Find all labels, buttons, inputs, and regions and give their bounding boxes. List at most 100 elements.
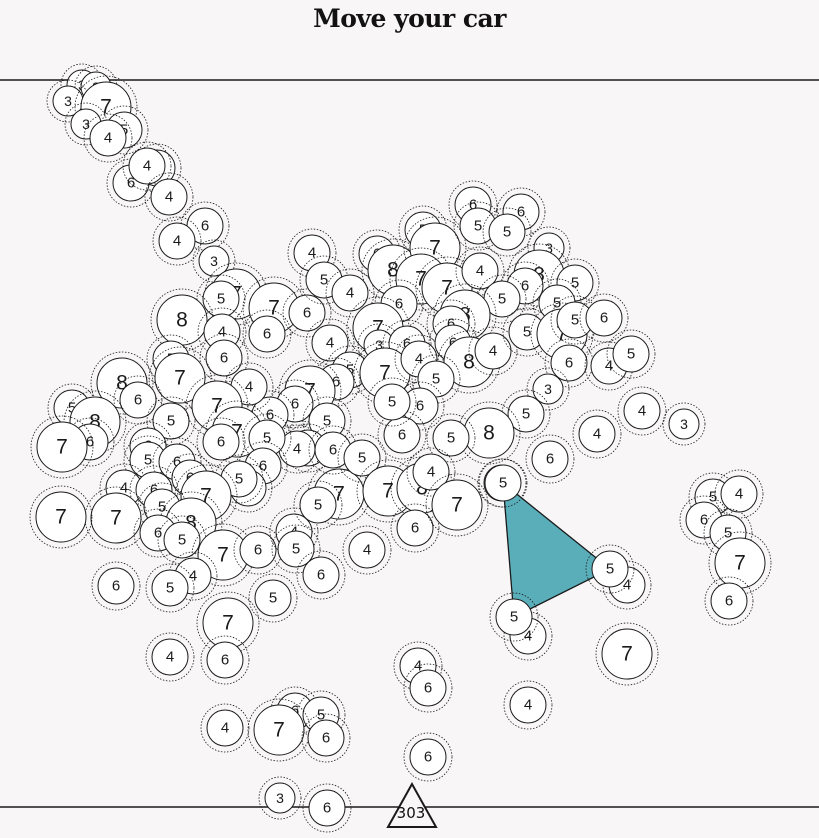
obstacle-label: 7 [222, 612, 234, 635]
car-node[interactable]: 5 [478, 458, 528, 508]
obstacle-label: 7 [110, 507, 122, 530]
obstacle-body [151, 638, 189, 676]
obstacle-body [35, 491, 87, 543]
obstacle-body [239, 531, 277, 569]
obstacle-body [307, 719, 345, 757]
obstacle-circle: 7 [196, 591, 260, 655]
obstacle-label: 6 [173, 454, 181, 471]
obstacle-circle: 4 [325, 268, 375, 318]
obstacle-circle: 4 [342, 525, 392, 575]
obstacle-label: 3 [64, 93, 72, 109]
obstacle-layer: 3337354564464375876466574546857765653856… [29, 63, 772, 833]
obstacle-label: 5 [553, 295, 561, 312]
obstacle-ring [714, 469, 764, 519]
obstacle-circle: 7 [30, 415, 94, 479]
obstacle-ring [468, 326, 518, 376]
obstacle-label: 6 [424, 680, 432, 697]
obstacle-circle: 5 [248, 573, 298, 623]
obstacle-ring [606, 329, 656, 379]
obstacle-ring [527, 226, 571, 270]
car-node[interactable]: 5 [585, 544, 635, 594]
obstacle-label: 5 [263, 430, 271, 447]
obstacle-circle: 6 [403, 732, 453, 782]
obstacle-label: 4 [414, 658, 422, 675]
obstacle-label: 5 [178, 532, 186, 549]
obstacle-body [254, 579, 292, 617]
obstacle-ring [662, 402, 706, 446]
obstacle-ring [579, 293, 629, 343]
obstacle-ring [144, 172, 194, 222]
obstacle-label: 3 [276, 790, 284, 806]
obstacle-label: 7 [333, 483, 345, 506]
obstacle-circle: 4 [617, 386, 667, 436]
obstacle-label: 5 [358, 450, 366, 467]
obstacle-label: 4 [605, 358, 613, 375]
obstacle-body [248, 315, 286, 353]
obstacle-body [89, 119, 127, 157]
obstacle-label: 6 [416, 398, 424, 415]
obstacle-circle: 3 [526, 367, 570, 411]
obstacle-circle: 5 [501, 389, 551, 439]
obstacle-circle: 6 [301, 713, 351, 763]
car-node-body[interactable] [495, 598, 533, 636]
obstacle-label: 3 [375, 337, 383, 353]
obstacle-label: 4 [245, 379, 253, 396]
obstacle-label: 5 [292, 541, 300, 558]
obstacle-circle: 6 [390, 503, 440, 553]
obstacle-ring [83, 113, 133, 163]
obstacle-label: 6 [127, 175, 135, 192]
obstacle-label: 6 [154, 525, 162, 542]
obstacle-label: 7 [621, 643, 633, 666]
obstacle-label: 7 [174, 367, 186, 390]
obstacle-body [612, 335, 650, 373]
obstacle-circle: 3 [662, 402, 706, 446]
obstacle-circle: 5 [242, 413, 292, 463]
obstacle-ring [525, 434, 575, 484]
obstacle-label: 4 [363, 542, 371, 559]
obstacle-label: 4 [489, 343, 497, 360]
obstacle-circle: 5 [606, 329, 656, 379]
obstacle-label: 6 [86, 434, 94, 451]
obstacle-label: 6 [220, 350, 228, 367]
obstacle-label: 5 [323, 413, 331, 430]
obstacle-label: 3 [544, 381, 552, 397]
obstacle-ring [271, 524, 321, 574]
obstacle-label: 7 [451, 494, 463, 517]
obstacle-ring [617, 386, 667, 436]
obstacle-circle: 6 [302, 783, 352, 833]
car-node-body[interactable] [591, 550, 629, 588]
obstacle-label: 5 [388, 394, 396, 411]
obstacle-label: 7 [55, 506, 67, 529]
obstacle-label: 4 [120, 480, 128, 497]
obstacle-ring [403, 732, 453, 782]
obstacle-label: 6 [263, 326, 271, 343]
score-marker: 303 [386, 781, 438, 828]
obstacle-label: 7 [56, 436, 68, 459]
obstacle-ring [152, 216, 202, 266]
player-car[interactable]: 5 5 5 [478, 458, 635, 642]
obstacle-label: 4 [308, 245, 316, 262]
obstacle-label: 7 [382, 480, 394, 503]
obstacle-body [90, 492, 142, 544]
obstacle-body [308, 789, 346, 827]
obstacle-label: 4 [143, 158, 151, 175]
obstacle-circle: 5 [157, 515, 207, 565]
obstacle-ring [526, 367, 570, 411]
car-node[interactable]: 5 [489, 592, 539, 642]
car-body[interactable] [502, 481, 612, 619]
obstacle-label: 5 [68, 400, 76, 417]
obstacle-circle: 5 [271, 524, 321, 574]
obstacle-body [488, 213, 526, 251]
obstacle-circle: 7 [29, 485, 93, 549]
obstacle-body [509, 686, 547, 724]
obstacle-ring [122, 141, 172, 191]
obstacle-ring [196, 591, 260, 655]
obstacle-circle: 4 [152, 216, 202, 266]
obstacle-circle: 6 [196, 417, 246, 467]
obstacle-ring [91, 561, 141, 611]
car-node-body[interactable] [484, 464, 522, 502]
obstacle-label: 7 [211, 395, 223, 418]
obstacle-circle: 5 [550, 295, 600, 345]
obstacle-body [36, 421, 88, 473]
